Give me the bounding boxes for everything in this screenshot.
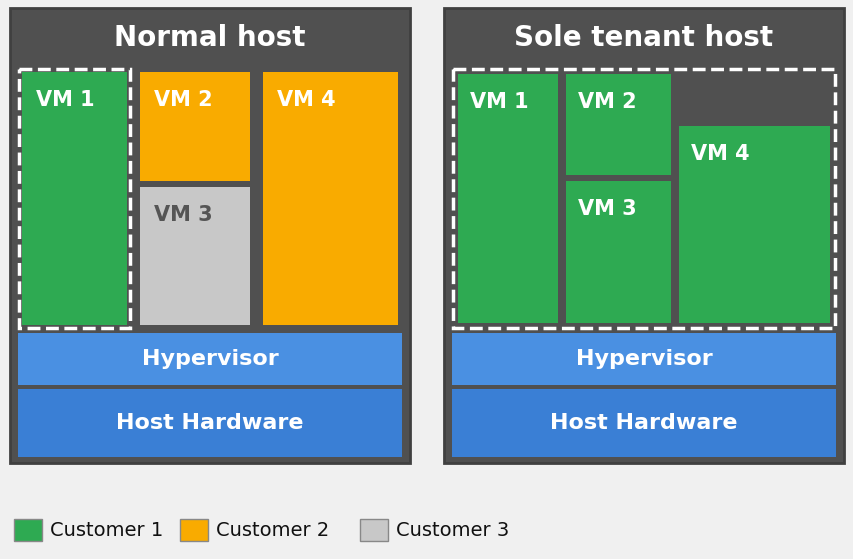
Bar	[18, 333, 402, 385]
Text: VM 4: VM 4	[690, 144, 749, 164]
Text: VM 4: VM 4	[276, 90, 335, 110]
Bar	[678, 126, 829, 323]
Bar	[451, 389, 835, 457]
Text: VM 3: VM 3	[154, 205, 212, 225]
Text: Host Hardware: Host Hardware	[116, 413, 304, 433]
Text: VM 2: VM 2	[577, 92, 635, 112]
Bar	[22, 72, 127, 325]
Bar	[566, 181, 670, 323]
Bar	[451, 333, 835, 385]
Text: VM 1: VM 1	[469, 92, 528, 112]
Bar	[19, 69, 130, 328]
Bar	[444, 8, 843, 463]
Bar	[10, 8, 409, 463]
Text: Normal host: Normal host	[114, 24, 305, 52]
Bar	[180, 519, 208, 541]
Bar	[263, 72, 397, 325]
Bar	[566, 74, 670, 175]
Text: Customer 3: Customer 3	[396, 520, 508, 539]
Bar	[452, 69, 834, 328]
Text: Sole tenant host: Sole tenant host	[514, 24, 773, 52]
Text: Customer 1: Customer 1	[50, 520, 163, 539]
Text: VM 1: VM 1	[36, 90, 95, 110]
Text: Host Hardware: Host Hardware	[549, 413, 737, 433]
Bar	[14, 519, 42, 541]
Text: Customer 2: Customer 2	[216, 520, 329, 539]
Bar	[457, 74, 557, 323]
Text: Hypervisor: Hypervisor	[142, 349, 278, 369]
Text: VM 2: VM 2	[154, 90, 212, 110]
Bar	[140, 187, 250, 325]
Bar	[140, 72, 250, 181]
Text: VM 3: VM 3	[577, 199, 635, 219]
Bar	[360, 519, 387, 541]
Text: Hypervisor: Hypervisor	[575, 349, 711, 369]
Bar	[18, 389, 402, 457]
